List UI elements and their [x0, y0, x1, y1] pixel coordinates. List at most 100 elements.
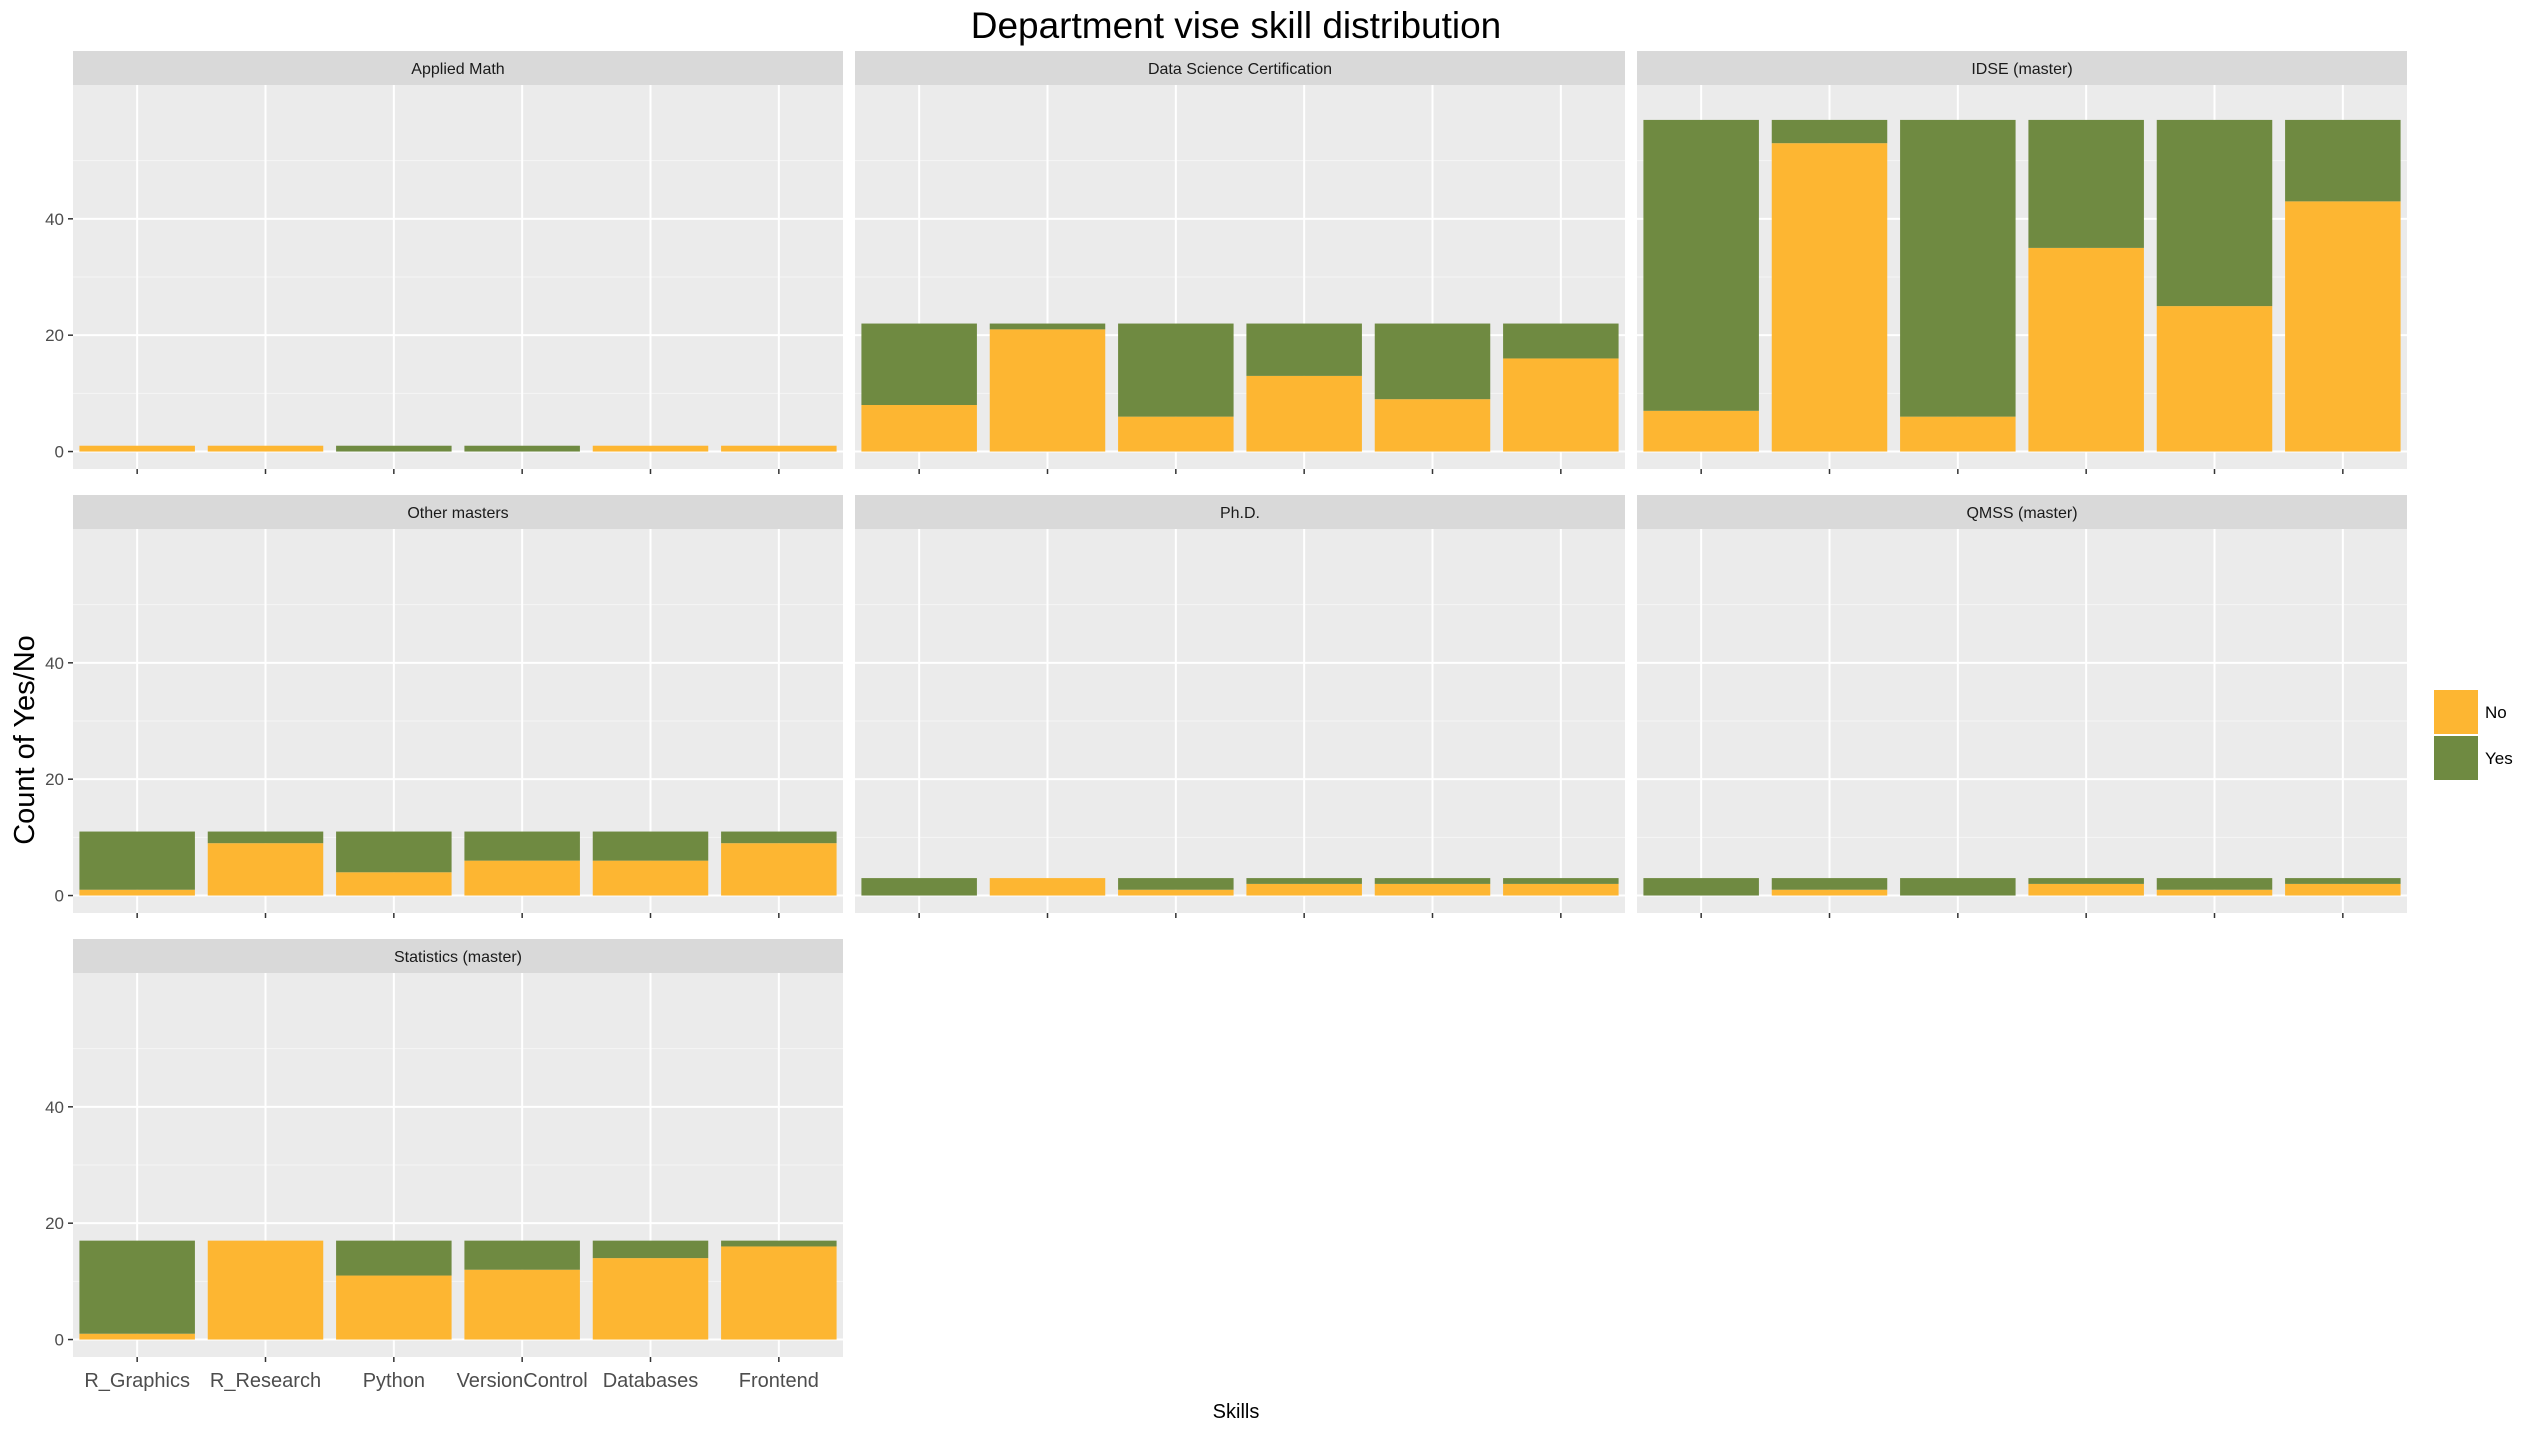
- bar-yes-Python: [1118, 878, 1234, 890]
- facet-0: Applied Math 0 20 40: [45, 51, 843, 474]
- facet-strip: [855, 495, 1625, 529]
- bar-yes-Python: [1118, 323, 1234, 417]
- bar-no-R_Research: [1771, 889, 1888, 896]
- bar-no-Databases: [592, 445, 709, 452]
- bar-yes-Databases: [2156, 878, 2273, 890]
- y-axis-title: Count of Yes/No: [9, 635, 41, 845]
- bar-no-VersionControl: [1246, 375, 1362, 452]
- bar-no-VersionControl: [2028, 883, 2144, 896]
- legend-label-no: No: [2485, 703, 2507, 722]
- bar-no-Frontend: [2285, 883, 2401, 896]
- bar-no-R_Research: [989, 329, 1106, 452]
- y-tick-label: 40: [45, 654, 64, 673]
- bar-no-Frontend: [721, 445, 837, 452]
- x-tick-label-Python: Python: [363, 1370, 425, 1392]
- facet-5: QMSS (master): [1637, 495, 2407, 918]
- bar-yes-VersionControl: [464, 1240, 580, 1270]
- bar-no-Python: [1900, 416, 2016, 452]
- bar-yes-Python: [336, 445, 452, 452]
- x-tick-label-VersionControl: VersionControl: [457, 1370, 588, 1392]
- facet-strip-label: Ph.D.: [1220, 505, 1260, 522]
- bar-no-Databases: [1374, 883, 1491, 896]
- x-tick-label-R_Graphics: R_Graphics: [84, 1370, 190, 1392]
- facet-strip: [73, 51, 843, 85]
- bar-yes-Frontend: [2285, 119, 2401, 202]
- bar-yes-VersionControl: [464, 831, 580, 861]
- facet-strip-label: QMSS (master): [1966, 505, 2077, 522]
- facet-strip: [1637, 51, 2407, 85]
- bar-no-Databases: [2156, 306, 2273, 452]
- facet-strip-label: Applied Math: [411, 61, 504, 78]
- bar-yes-Python: [336, 831, 452, 873]
- bar-no-R_Graphics: [861, 405, 977, 452]
- x-tick-label-Frontend: Frontend: [739, 1370, 819, 1392]
- facet-panels: Applied Math 0 20 40 Data Science Certificat…: [45, 51, 2407, 1392]
- chart-title: Department vise skill distribution: [971, 5, 1502, 46]
- bar-no-Frontend: [721, 843, 837, 896]
- x-tick-label-R_Research: R_Research: [210, 1370, 321, 1392]
- bar-no-Python: [336, 1275, 452, 1340]
- bar-no-R_Research: [207, 1240, 324, 1340]
- y-tick-label: 20: [45, 770, 64, 789]
- bar-yes-Databases: [1374, 878, 1491, 884]
- x-tick-label-Databases: Databases: [603, 1370, 699, 1392]
- bar-yes-R_Research: [1771, 878, 1888, 890]
- bar-yes-R_Graphics: [79, 831, 195, 890]
- bar-no-Frontend: [1503, 358, 1619, 452]
- y-tick-label: 40: [45, 210, 64, 229]
- bar-yes-Databases: [2156, 119, 2273, 307]
- y-tick-label: 0: [55, 1331, 64, 1350]
- bar-no-Databases: [592, 860, 709, 896]
- bar-no-VersionControl: [2028, 247, 2144, 452]
- bar-no-Frontend: [2285, 201, 2401, 452]
- bar-yes-Frontend: [721, 831, 837, 844]
- y-tick-label: 20: [45, 326, 64, 345]
- facet-strip: [73, 939, 843, 973]
- bar-no-R_Graphics: [79, 445, 195, 452]
- bar-yes-Databases: [592, 831, 709, 861]
- bar-yes-Python: [1900, 119, 2016, 417]
- facet-strip-label: Data Science Certification: [1148, 61, 1332, 78]
- bar-yes-Databases: [1374, 323, 1491, 400]
- bar-no-Frontend: [721, 1246, 837, 1340]
- bar-no-R_Research: [989, 878, 1106, 896]
- bar-yes-VersionControl: [1246, 878, 1362, 884]
- facet-2: IDSE (master): [1637, 51, 2407, 474]
- bar-no-VersionControl: [464, 860, 580, 896]
- bar-no-Python: [1118, 889, 1234, 896]
- bar-no-Databases: [592, 1258, 709, 1340]
- y-tick-label: 0: [55, 443, 64, 462]
- bar-yes-Databases: [592, 1240, 709, 1259]
- bar-yes-Frontend: [721, 1240, 837, 1247]
- bar-no-Frontend: [1503, 883, 1619, 896]
- legend-key-no: [2434, 690, 2478, 734]
- facet-6: Statistics (master) 0 20 40 R_Graphics R_Rese…: [45, 939, 843, 1392]
- legend-label-yes: Yes: [2485, 749, 2513, 768]
- bar-yes-VersionControl: [2028, 119, 2144, 248]
- bar-no-R_Graphics: [79, 889, 195, 896]
- facet-strip-label: IDSE (master): [1971, 61, 2072, 78]
- bar-yes-Python: [336, 1240, 452, 1276]
- facet-strip: [73, 495, 843, 529]
- bar-no-R_Research: [207, 445, 324, 452]
- bar-yes-VersionControl: [2028, 878, 2144, 884]
- bar-no-VersionControl: [1246, 883, 1362, 896]
- y-tick-label: 20: [45, 1214, 64, 1233]
- bar-no-R_Graphics: [79, 1333, 195, 1340]
- bar-yes-R_Research: [989, 323, 1106, 330]
- facet-strip-label: Statistics (master): [394, 949, 522, 966]
- x-axis-title: Skills: [1213, 1401, 1260, 1423]
- facet-3: Other masters 0 20 40: [45, 495, 843, 918]
- bar-no-Databases: [2156, 889, 2273, 896]
- facet-strip: [1637, 495, 2407, 529]
- bar-yes-R_Graphics: [1643, 878, 1759, 896]
- bar-yes-Frontend: [1503, 878, 1619, 884]
- bar-yes-Frontend: [1503, 323, 1619, 359]
- bar-yes-Frontend: [2285, 878, 2401, 884]
- y-tick-label: 0: [55, 887, 64, 906]
- bar-yes-R_Research: [1771, 119, 1888, 144]
- y-tick-label: 40: [45, 1098, 64, 1117]
- facet-strip: [855, 51, 1625, 85]
- bar-yes-R_Graphics: [861, 878, 977, 896]
